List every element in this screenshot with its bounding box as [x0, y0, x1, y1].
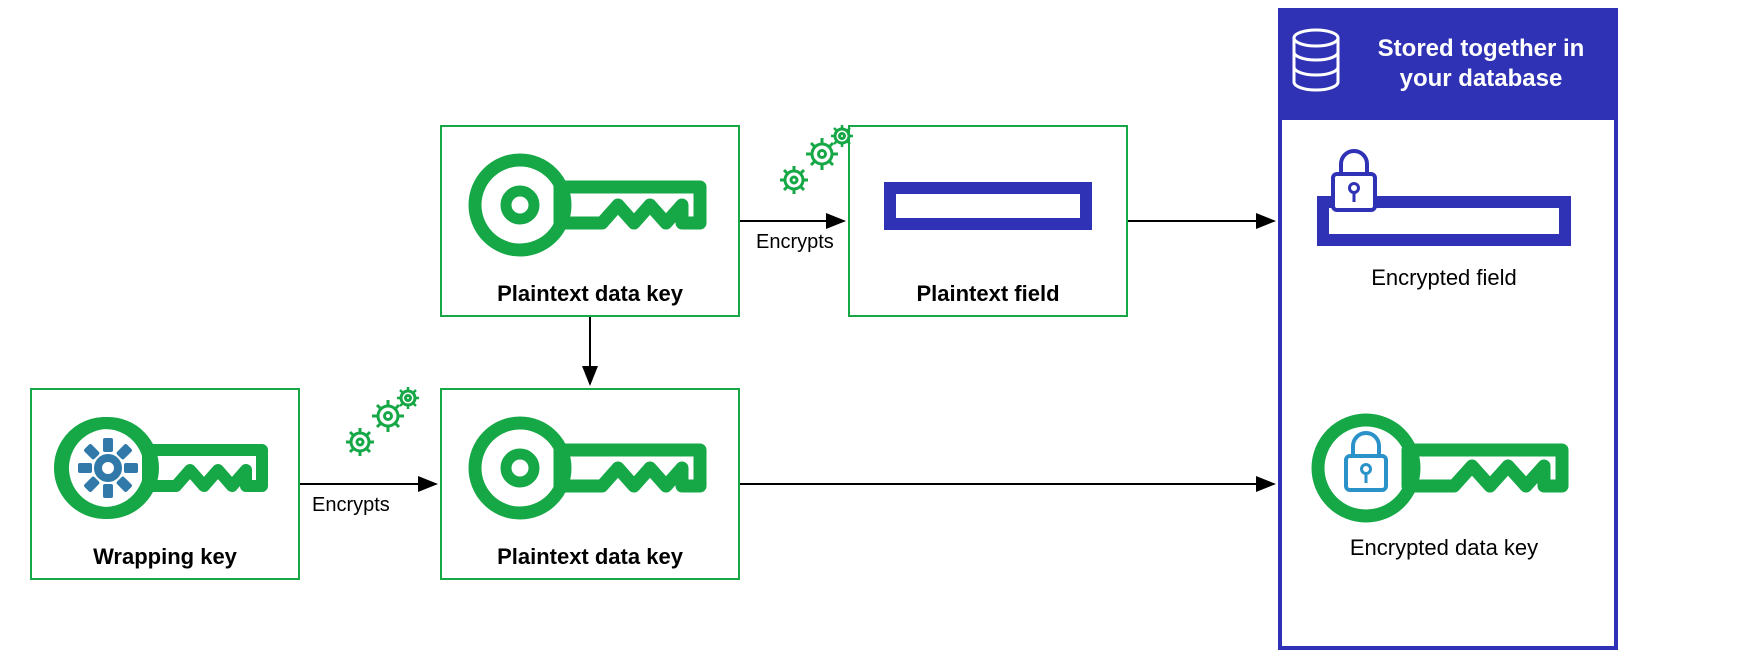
- gears-icon: [764, 118, 864, 218]
- edge-label-e2: Encrypts: [756, 231, 834, 254]
- gears-icon: [330, 380, 430, 480]
- edge-label-e1: Encrypts: [312, 494, 390, 517]
- edges-layer: [0, 0, 1750, 666]
